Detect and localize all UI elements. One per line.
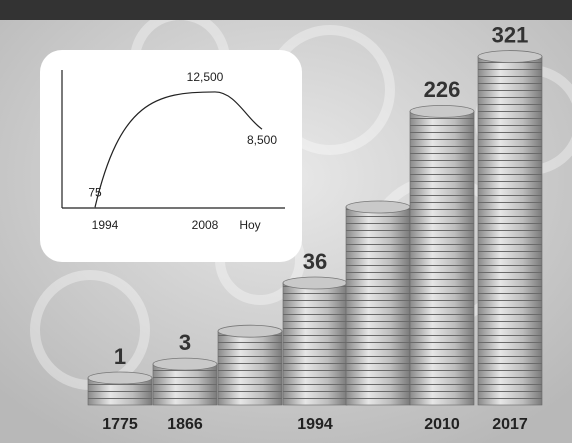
coin-top bbox=[410, 105, 474, 117]
infographic: 1775 1 1866 3 1994 36 2010 226 2017 321 1994 75 2008… bbox=[0, 0, 572, 443]
coin-ridges bbox=[218, 331, 282, 405]
value-label: 321 bbox=[492, 22, 529, 47]
value-label: 8,500 bbox=[247, 133, 277, 147]
x-tick-label: 1866 bbox=[167, 416, 203, 433]
value-label: 1 bbox=[114, 344, 126, 369]
coin-ridges bbox=[346, 207, 410, 405]
coin-top bbox=[88, 372, 152, 384]
value-label: 36 bbox=[303, 249, 327, 274]
top-bar bbox=[0, 0, 572, 20]
value-label: 75 bbox=[88, 185, 102, 199]
inset-panel bbox=[40, 50, 302, 262]
x-tick-label: Hoy bbox=[239, 218, 260, 232]
coin-top bbox=[218, 325, 282, 337]
value-label: 226 bbox=[424, 77, 461, 102]
coin-ridges bbox=[410, 111, 474, 405]
x-tick-label: 1994 bbox=[297, 416, 333, 433]
coin-top bbox=[283, 277, 347, 289]
x-tick-label: 2010 bbox=[424, 416, 460, 433]
value-label: 12,500 bbox=[187, 70, 224, 84]
x-tick-label: 1775 bbox=[102, 416, 138, 433]
x-tick-label: 2008 bbox=[192, 218, 219, 232]
coin-ridges bbox=[478, 57, 542, 405]
coin-top bbox=[346, 201, 410, 213]
x-tick-label: 2017 bbox=[492, 416, 528, 433]
value-label: 3 bbox=[179, 330, 191, 355]
coin-top bbox=[478, 51, 542, 63]
coin-ridges bbox=[283, 283, 347, 405]
coin-top bbox=[153, 358, 217, 370]
x-tick-label: 1994 bbox=[92, 218, 119, 232]
